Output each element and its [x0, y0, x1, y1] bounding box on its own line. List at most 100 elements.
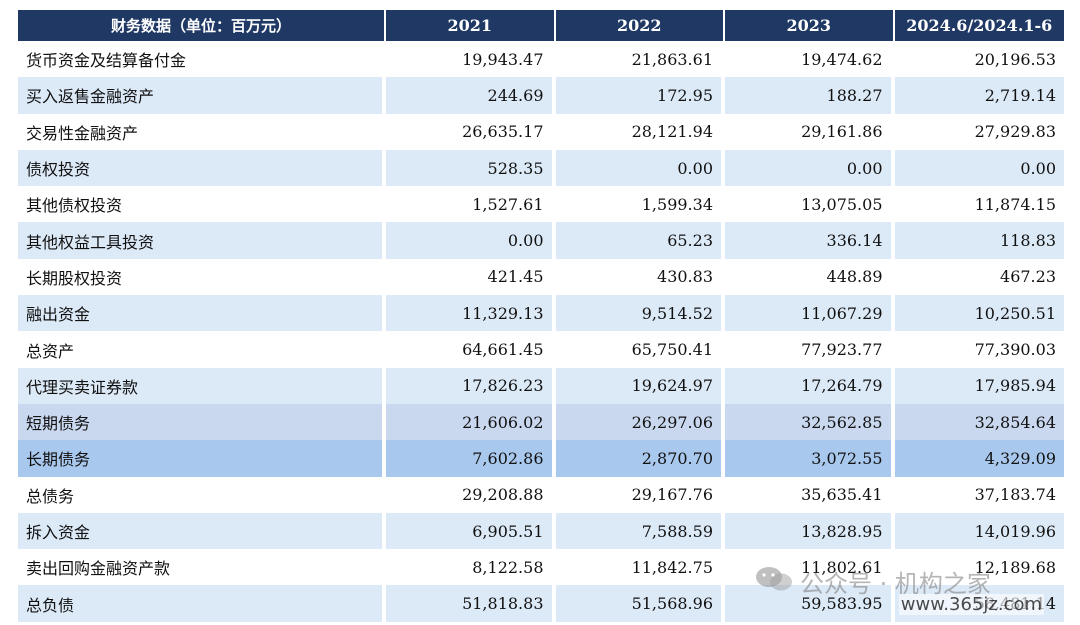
value-2023: 448.89 — [725, 258, 895, 296]
value-2021: 26,635.17 — [386, 113, 556, 150]
table-row: 长期债务 7,602.86 2,870.70 3,072.55 4,329.09 — [18, 440, 1064, 477]
table-row: 卖出回购金融资产款 8,122.58 11,842.75 11,802.61 12,18… — [18, 549, 1064, 586]
value-2022: 172.95 — [555, 77, 725, 114]
value-2024: 118.83 — [894, 222, 1064, 259]
table-row: 买入返售金融资产 244.69 172.95 188.27 2,719.14 — [18, 77, 1064, 114]
value-2021: 1,527.61 — [386, 186, 556, 223]
row-label: 总负债 — [18, 585, 386, 622]
value-2022: 65.23 — [555, 222, 725, 259]
value-2022: 2,870.70 — [555, 440, 725, 477]
value-2024: 17,985.94 — [894, 367, 1064, 404]
header-2024: 2024.6/2024.1-6 — [894, 10, 1064, 41]
table-row: 拆入资金 6,905.51 7,588.59 13,828.95 14,019.96 — [18, 512, 1064, 550]
table-row: 交易性金融资产 26,635.17 28,121.94 29,161.86 27,929… — [18, 113, 1064, 150]
value-2023: 35,635.41 — [725, 476, 895, 513]
value-2024: 58,481.14 — [894, 585, 1064, 622]
table-row: 短期债务 21,606.02 26,297.06 32,562.85 32,854.64 — [18, 403, 1064, 441]
value-2021: 244.69 — [386, 77, 556, 114]
value-2024: 2,719.14 — [894, 77, 1064, 114]
value-2024: 14,019.96 — [894, 512, 1064, 550]
row-label: 长期债务 — [18, 440, 386, 477]
row-label: 长期股权投资 — [18, 258, 386, 296]
value-2021: 51,818.83 — [386, 585, 556, 622]
value-2023: 0.00 — [725, 149, 895, 187]
row-label: 短期债务 — [18, 403, 386, 441]
value-2022: 0.00 — [555, 149, 725, 187]
value-2022: 7,588.59 — [555, 512, 725, 550]
value-2023: 13,828.95 — [725, 512, 895, 550]
value-2022: 65,750.41 — [555, 331, 725, 368]
value-2021: 21,606.02 — [386, 403, 556, 441]
table-row: 债权投资 528.35 0.00 0.00 0.00 — [18, 149, 1064, 187]
row-label: 其他债权投资 — [18, 186, 386, 223]
value-2023: 188.27 — [725, 77, 895, 114]
value-2022: 51,568.96 — [555, 585, 725, 622]
table-header: 财务数据（单位：百万元） 2021 2022 2023 2024.6/2024.… — [18, 10, 1064, 41]
value-2023: 13,075.05 — [725, 186, 895, 223]
value-2023: 3,072.55 — [725, 440, 895, 477]
table-row: 货币资金及结算备付金 19,943.47 21,863.61 19,474.62 20,… — [18, 41, 1064, 78]
value-2024: 12,189.68 — [894, 549, 1064, 586]
value-2021: 64,661.45 — [386, 331, 556, 368]
value-2021: 528.35 — [386, 149, 556, 187]
table-body: 货币资金及结算备付金 19,943.47 21,863.61 19,474.62 20,… — [18, 41, 1064, 622]
value-2024: 37,183.74 — [894, 476, 1064, 513]
financial-data-table: 财务数据（单位：百万元） 2021 2022 2023 2024.6/2024.… — [18, 10, 1064, 622]
value-2022: 19,624.97 — [555, 367, 725, 404]
header-row: 财务数据（单位：百万元） 2021 2022 2023 2024.6/2024.… — [18, 10, 1064, 41]
value-2023: 17,264.79 — [725, 367, 895, 404]
row-label: 买入返售金融资产 — [18, 77, 386, 114]
row-label: 其他权益工具投资 — [18, 222, 386, 259]
value-2022: 1,599.34 — [555, 186, 725, 223]
value-2021: 11,329.13 — [386, 295, 556, 332]
value-2021: 17,826.23 — [386, 367, 556, 404]
value-2021: 0.00 — [386, 222, 556, 259]
value-2024: 11,874.15 — [894, 186, 1064, 223]
value-2021: 19,943.47 — [386, 41, 556, 78]
value-2024: 10,250.51 — [894, 295, 1064, 332]
row-label: 融出资金 — [18, 295, 386, 332]
row-label: 代理买卖证券款 — [18, 367, 386, 404]
value-2022: 21,863.61 — [555, 41, 725, 78]
table-row: 融出资金 11,329.13 9,514.52 11,067.29 10,250.51 — [18, 295, 1064, 332]
header-2022: 2022 — [555, 10, 725, 41]
value-2022: 26,297.06 — [555, 403, 725, 441]
row-label: 总债务 — [18, 476, 386, 513]
value-2023: 32,562.85 — [725, 403, 895, 441]
value-2022: 430.83 — [555, 258, 725, 296]
header-2021: 2021 — [386, 10, 556, 41]
value-2023: 77,923.77 — [725, 331, 895, 368]
value-2024: 467.23 — [894, 258, 1064, 296]
row-label: 卖出回购金融资产款 — [18, 549, 386, 586]
value-2021: 7,602.86 — [386, 440, 556, 477]
value-2024: 32,854.64 — [894, 403, 1064, 441]
header-2023: 2023 — [725, 10, 895, 41]
value-2022: 29,167.76 — [555, 476, 725, 513]
value-2022: 9,514.52 — [555, 295, 725, 332]
value-2022: 11,842.75 — [555, 549, 725, 586]
table-row: 总债务 29,208.88 29,167.76 35,635.41 37,183.74 — [18, 476, 1064, 513]
value-2023: 11,067.29 — [725, 295, 895, 332]
value-2023: 336.14 — [725, 222, 895, 259]
table-row: 其他债权投资 1,527.61 1,599.34 13,075.05 11,874.15 — [18, 186, 1064, 223]
value-2023: 29,161.86 — [725, 113, 895, 150]
value-2024: 77,390.03 — [894, 331, 1064, 368]
table-row: 总资产 64,661.45 65,750.41 77,923.77 77,390.03 — [18, 331, 1064, 368]
row-label: 总资产 — [18, 331, 386, 368]
value-2021: 421.45 — [386, 258, 556, 296]
value-2024: 20,196.53 — [894, 41, 1064, 78]
table-row: 长期股权投资 421.45 430.83 448.89 467.23 — [18, 258, 1064, 296]
table-row: 总负债 51,818.83 51,568.96 59,583.95 58,481.14 — [18, 585, 1064, 622]
table-row: 代理买卖证券款 17,826.23 19,624.97 17,264.79 17,985… — [18, 367, 1064, 404]
header-label: 财务数据（单位：百万元） — [18, 10, 386, 41]
value-2021: 8,122.58 — [386, 549, 556, 586]
row-label: 拆入资金 — [18, 512, 386, 550]
value-2022: 28,121.94 — [555, 113, 725, 150]
value-2021: 29,208.88 — [386, 476, 556, 513]
value-2023: 59,583.95 — [725, 585, 895, 622]
value-2024: 0.00 — [894, 149, 1064, 187]
row-label: 交易性金融资产 — [18, 113, 386, 150]
value-2024: 27,929.83 — [894, 113, 1064, 150]
table-row: 其他权益工具投资 0.00 65.23 336.14 118.83 — [18, 222, 1064, 259]
row-label: 债权投资 — [18, 149, 386, 187]
